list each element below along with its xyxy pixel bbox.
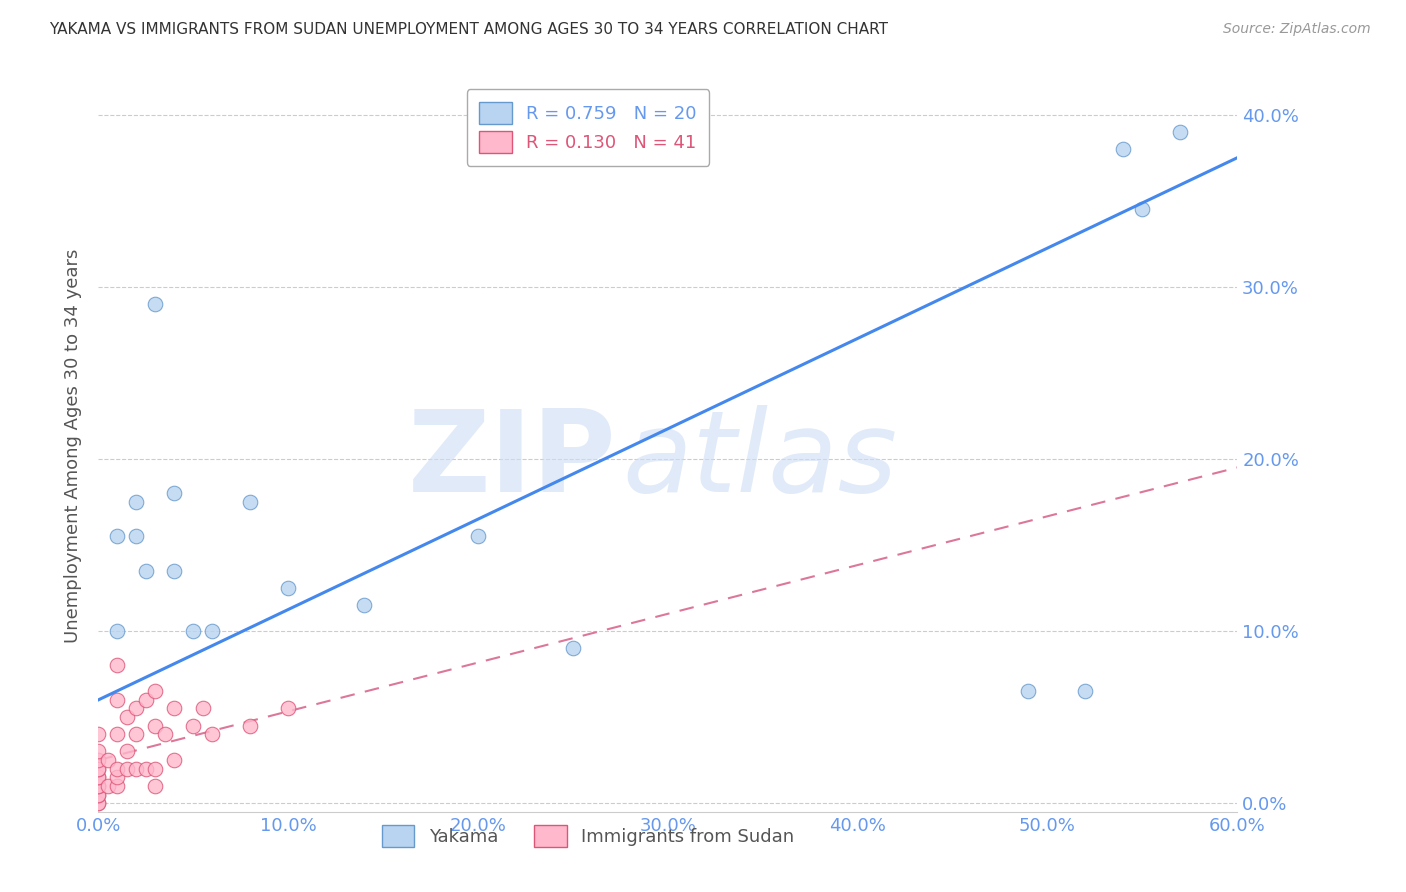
- Point: [115, 710, 138, 724]
- Text: YAKAMA VS IMMIGRANTS FROM SUDAN UNEMPLOYMENT AMONG AGES 30 TO 34 YEARS CORRELATI: YAKAMA VS IMMIGRANTS FROM SUDAN UNEMPLOY…: [49, 22, 889, 37]
- Point: [107, 779, 129, 793]
- Point: [163, 753, 186, 767]
- Y-axis label: Unemployment Among Ages 30 to 34 years: Unemployment Among Ages 30 to 34 years: [63, 249, 82, 643]
- Point: [145, 297, 167, 311]
- Point: [183, 719, 205, 733]
- Point: [1132, 202, 1154, 217]
- Point: [87, 762, 110, 776]
- Point: [135, 693, 157, 707]
- Point: [239, 495, 262, 509]
- Point: [87, 779, 110, 793]
- Point: [467, 529, 489, 543]
- Point: [191, 701, 214, 715]
- Point: [87, 788, 110, 802]
- Point: [97, 753, 120, 767]
- Text: ZIP: ZIP: [408, 405, 617, 516]
- Point: [201, 624, 224, 638]
- Point: [125, 529, 148, 543]
- Point: [145, 719, 167, 733]
- Point: [1112, 142, 1135, 156]
- Point: [115, 762, 138, 776]
- Point: [107, 624, 129, 638]
- Text: Source: ZipAtlas.com: Source: ZipAtlas.com: [1223, 22, 1371, 37]
- Point: [163, 701, 186, 715]
- Point: [87, 762, 110, 776]
- Point: [107, 658, 129, 673]
- Point: [97, 779, 120, 793]
- Point: [115, 744, 138, 758]
- Point: [87, 753, 110, 767]
- Legend: Yakama, Immigrants from Sudan: Yakama, Immigrants from Sudan: [374, 817, 801, 854]
- Point: [125, 727, 148, 741]
- Point: [107, 727, 129, 741]
- Point: [87, 779, 110, 793]
- Point: [87, 770, 110, 784]
- Point: [125, 762, 148, 776]
- Point: [163, 486, 186, 500]
- Point: [87, 796, 110, 810]
- Point: [87, 770, 110, 784]
- Point: [87, 788, 110, 802]
- Point: [277, 701, 299, 715]
- Point: [87, 796, 110, 810]
- Point: [1170, 125, 1192, 139]
- Point: [87, 744, 110, 758]
- Point: [125, 701, 148, 715]
- Point: [107, 693, 129, 707]
- Point: [163, 564, 186, 578]
- Point: [183, 624, 205, 638]
- Point: [1018, 684, 1040, 698]
- Point: [201, 727, 224, 741]
- Point: [1074, 684, 1097, 698]
- Point: [239, 719, 262, 733]
- Point: [353, 598, 375, 612]
- Point: [125, 495, 148, 509]
- Point: [145, 762, 167, 776]
- Point: [153, 727, 176, 741]
- Point: [135, 762, 157, 776]
- Point: [145, 684, 167, 698]
- Point: [562, 641, 585, 656]
- Point: [107, 762, 129, 776]
- Point: [135, 564, 157, 578]
- Point: [277, 581, 299, 595]
- Point: [145, 779, 167, 793]
- Point: [107, 770, 129, 784]
- Point: [107, 529, 129, 543]
- Text: atlas: atlas: [623, 405, 897, 516]
- Point: [87, 727, 110, 741]
